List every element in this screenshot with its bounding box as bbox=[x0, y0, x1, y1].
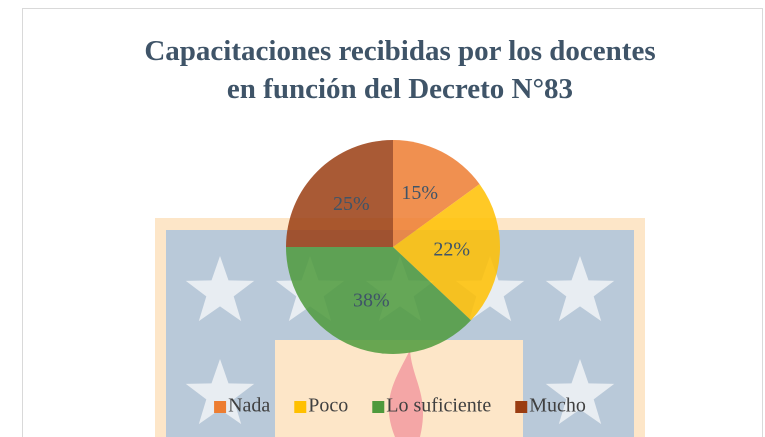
watermark-star bbox=[185, 256, 255, 322]
pie-slice bbox=[286, 140, 393, 247]
legend-label: Nada bbox=[228, 395, 270, 417]
watermark-star bbox=[545, 359, 615, 425]
data-label: 38% bbox=[353, 289, 390, 311]
data-label: 25% bbox=[333, 193, 370, 215]
chart-title: en función del Decreto N°83 bbox=[227, 73, 573, 105]
legend-label: Mucho bbox=[529, 395, 586, 417]
watermark-star bbox=[545, 256, 615, 322]
watermark-flame bbox=[388, 350, 424, 437]
chart-frame bbox=[22, 8, 763, 437]
legend: Nada Poco Lo suficiente Mucho bbox=[214, 395, 586, 417]
chart-title: Capacitaciones recibidas por los docente… bbox=[144, 35, 655, 67]
data-label: 15% bbox=[401, 182, 438, 204]
pie-slice bbox=[393, 184, 500, 321]
legend-label: Poco bbox=[308, 395, 348, 417]
pie-slice bbox=[393, 140, 480, 247]
legend-swatch bbox=[214, 401, 227, 413]
pie-slice bbox=[286, 247, 471, 354]
watermark-star bbox=[185, 359, 255, 425]
data-label: 22% bbox=[433, 238, 470, 260]
legend-swatch bbox=[294, 401, 307, 413]
legend-swatch bbox=[372, 401, 385, 413]
legend-label: Lo suficiente bbox=[386, 395, 491, 417]
legend-swatch bbox=[515, 401, 528, 413]
